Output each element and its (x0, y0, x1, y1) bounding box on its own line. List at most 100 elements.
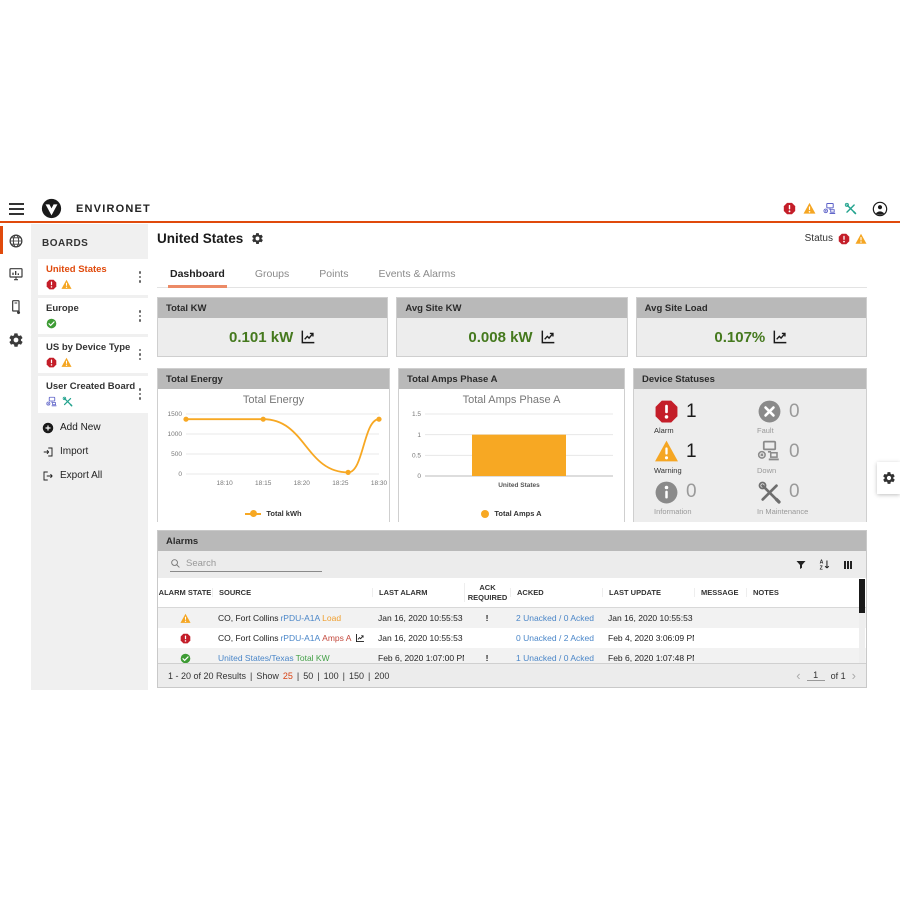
alarm-icon (654, 399, 679, 424)
board-item-user-created-board[interactable]: User Created Board (38, 375, 148, 413)
page-size-25[interactable]: 25 (282, 670, 293, 681)
y-tick-label: 1 (417, 432, 421, 439)
point-link[interactable]: Amps A (322, 633, 352, 643)
prev-page-chevron-icon[interactable]: ‹ (796, 668, 801, 683)
dashboard-settings-gear-button[interactable] (877, 462, 900, 494)
search-icon (170, 558, 181, 569)
alarm-icon[interactable] (783, 202, 796, 215)
warning-icon (61, 357, 72, 368)
board-menu-icon[interactable] (137, 264, 144, 290)
vertiv-logo-icon (41, 198, 62, 219)
total-energy-line-chart[interactable]: 0 500 1000 1500 18:10 18:15 18:20 18:25 18:30 (158, 406, 389, 499)
device-status-fault: 0 Fault (757, 399, 800, 436)
alarm-icon[interactable] (838, 233, 850, 245)
warning-icon (61, 279, 72, 290)
alarms-table-header: ALARM STATE SOURCE LAST ALARM ACK REQUIR… (158, 578, 866, 608)
maintenance-icon (62, 396, 73, 407)
export-all-button[interactable]: Export All (31, 464, 148, 488)
x-tick-label: 18:30 (371, 480, 388, 487)
separator: | (296, 670, 300, 681)
tab-dashboard[interactable]: Dashboard (168, 262, 227, 288)
alarm-icon (46, 357, 57, 368)
x-tick-label: 18:10 (216, 480, 233, 487)
account-icon[interactable] (872, 201, 888, 217)
table-row[interactable]: CO, Fort Collins rPDU-A1A Amps A Jan 16,… (158, 628, 866, 648)
rail-item-devices[interactable] (0, 290, 31, 323)
board-menu-icon[interactable] (137, 303, 144, 329)
down-icon[interactable] (823, 202, 837, 216)
maintenance-icon[interactable] (844, 202, 857, 215)
chart-title: Total Energy (242, 394, 305, 406)
app-title: ENVIRONET (76, 202, 151, 215)
separator: | (342, 670, 345, 681)
acked-link[interactable]: 1 Unacked / 0 Acked (516, 653, 594, 663)
page-number-input[interactable]: 1 (806, 670, 825, 681)
total-amps-bar-chart[interactable]: 0 0.5 1 1.5 United States (399, 406, 624, 499)
y-tick-label: 1500 (168, 411, 183, 418)
rail-item-settings[interactable] (0, 323, 31, 356)
point-link[interactable]: Total KW (295, 653, 330, 663)
alarm-icon (158, 633, 212, 644)
charts-row: Total Energy Total Energy 0 500 1000 1500 18… (157, 368, 867, 522)
tab-points[interactable]: Points (319, 268, 349, 280)
board-menu-icon[interactable] (137, 342, 144, 368)
source-link[interactable]: rPDU-A1A (280, 613, 321, 623)
board-settings-gear-icon[interactable] (251, 232, 264, 245)
table-row[interactable]: CO, Fort Collins rPDU-A1A Load Jan 16, 2… (158, 608, 866, 628)
acked-link[interactable]: 0 Unacked / 2 Acked (516, 633, 594, 643)
search-field[interactable] (170, 557, 322, 572)
search-input[interactable] (186, 557, 306, 569)
source-link[interactable]: United States/Texas (218, 653, 294, 663)
table-row[interactable]: United States/Texas Total KW Feb 6, 2020… (158, 648, 866, 665)
separator: | (317, 670, 320, 681)
columns-icon[interactable] (842, 559, 854, 571)
board-item-united-states[interactable]: United States (38, 259, 148, 295)
page-size-100[interactable]: 100 (323, 670, 339, 681)
stat-value: 0.107% (714, 328, 766, 346)
warning-icon[interactable] (803, 202, 816, 215)
tab-groups[interactable]: Groups (254, 268, 290, 280)
page-size-200[interactable]: 200 (374, 670, 390, 681)
page-size-50[interactable]: 50 (303, 670, 314, 681)
down-icon (46, 396, 58, 408)
source-link[interactable]: rPDU-A1A (280, 633, 321, 643)
stat-value: 0.008 kW (468, 328, 533, 346)
add-new-button[interactable]: Add New (31, 416, 148, 440)
board-item-europe[interactable]: Europe (38, 297, 148, 334)
trend-chart-icon[interactable] (772, 329, 788, 345)
x-tick-label: 18:25 (332, 480, 349, 487)
stat-cards-row: Total KW 0.101 kW Avg Site KW 0.008 kW A… (157, 297, 867, 357)
sort-icon[interactable] (818, 558, 831, 571)
chart-legend: Total kWh (158, 509, 389, 518)
trend-chart-icon[interactable] (355, 633, 365, 643)
point-link[interactable]: Load (322, 613, 342, 623)
trend-chart-icon[interactable] (300, 329, 316, 345)
top-header: ENVIRONET (0, 196, 900, 223)
scrollbar-thumb[interactable] (859, 579, 865, 613)
trend-chart-icon[interactable] (540, 329, 556, 345)
menu-icon[interactable] (9, 202, 24, 215)
table-scrollbar[interactable] (859, 579, 865, 664)
rail-item-dashboards[interactable] (0, 257, 31, 290)
y-tick-label: 0 (178, 471, 182, 478)
rail-item-boards[interactable] (0, 224, 31, 257)
next-page-chevron-icon[interactable]: › (851, 668, 856, 683)
page-total-label: of 1 (830, 670, 846, 681)
import-button[interactable]: Import (31, 440, 148, 464)
tab-events-alarms[interactable]: Events & Alarms (378, 268, 456, 280)
page-size-150[interactable]: 150 (349, 670, 365, 681)
warning-icon[interactable] (855, 233, 867, 245)
legend-marker (481, 509, 490, 518)
data-point (376, 416, 382, 422)
separator: | (368, 670, 371, 681)
stat-card-total-kw: Total KW 0.101 kW (157, 297, 389, 357)
y-tick-label: 500 (171, 451, 182, 458)
filter-icon[interactable] (795, 559, 807, 571)
board-item-us-by-device-type[interactable]: US by Device Type (38, 336, 148, 373)
x-category-label: United States (498, 482, 540, 489)
fault-icon (757, 399, 782, 424)
board-menu-icon[interactable] (137, 381, 144, 408)
x-tick-label: 18:15 (255, 480, 272, 487)
acked-link[interactable]: 2 Unacked / 0 Acked (516, 613, 594, 623)
